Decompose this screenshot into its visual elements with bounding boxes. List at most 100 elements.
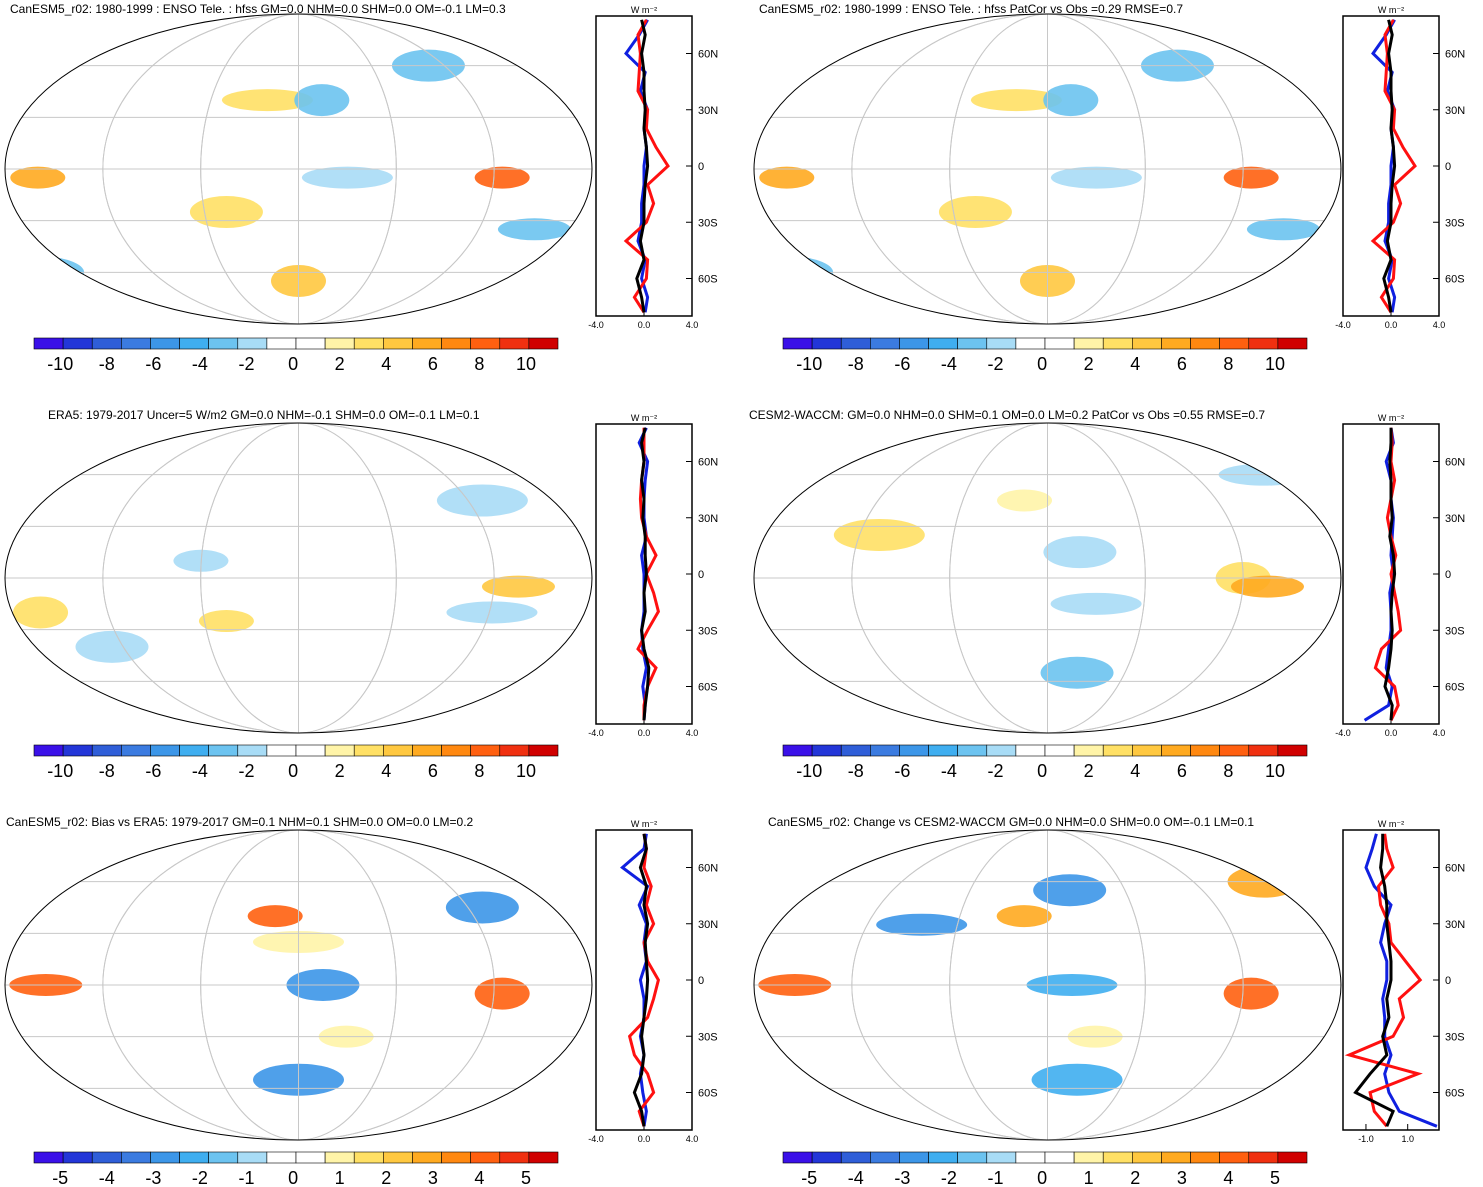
colorbar-swatch xyxy=(811,744,842,757)
colorbar-swatch xyxy=(1161,744,1191,757)
colorbar-label: 4 xyxy=(1130,761,1140,781)
panel-title: CanESM5_r02: Bias vs ERA5: 1979-2017 GM=… xyxy=(6,815,474,829)
colorbar-label: 6 xyxy=(1177,761,1187,781)
field-feature xyxy=(445,891,519,924)
colorbar-label: -4 xyxy=(99,1168,115,1187)
zonal-x-label: -4.0 xyxy=(1335,728,1351,738)
field-feature xyxy=(5,256,85,289)
colorbar-swatch xyxy=(899,1151,929,1164)
zonal-x-label: 0.0 xyxy=(638,1134,651,1144)
colorbar-swatch xyxy=(237,1151,268,1164)
map-panel-1 xyxy=(4,13,593,325)
colorbar-swatch xyxy=(179,337,209,350)
colorbar-label: -2 xyxy=(988,354,1004,374)
colorbar-swatch xyxy=(1277,337,1308,350)
colorbar-swatch xyxy=(441,744,471,757)
colorbar-swatch xyxy=(208,337,239,350)
colorbar-swatch xyxy=(470,744,501,757)
colorbar-swatch xyxy=(499,744,530,757)
colorbar-swatch xyxy=(1248,337,1279,350)
zonal-lat-label: 60N xyxy=(698,49,718,61)
zonal-series-line xyxy=(627,833,661,1127)
zonal-x-label: -4.0 xyxy=(588,728,604,738)
colorbar-label: -3 xyxy=(145,1168,161,1187)
zonal-lat-label: 0 xyxy=(698,569,704,581)
zonal-lat-label: 30S xyxy=(698,1031,718,1043)
colorbar-swatch xyxy=(33,337,64,350)
zonal-panel-1: W m⁻² 60N 30N 0 30S 60S -4.0 0.0 4.0 xyxy=(588,5,718,330)
colorbar-swatch xyxy=(986,1151,1017,1164)
colorbar-label: 5 xyxy=(521,1168,531,1187)
colorbar-label: 2 xyxy=(1130,1168,1140,1187)
colorbar-label: 0 xyxy=(1037,1168,1047,1187)
colorbar-label: -10 xyxy=(796,761,822,781)
colorbar-label: -10 xyxy=(47,761,73,781)
colorbar-swatch xyxy=(179,1151,209,1164)
field-feature xyxy=(754,256,834,289)
zonal-series-line xyxy=(635,19,650,313)
zonal-x-label: 0.0 xyxy=(638,320,651,330)
colorbar-swatch xyxy=(441,337,471,350)
zonal-series-line xyxy=(640,427,651,721)
zonal-series-line xyxy=(637,427,650,721)
field-feature xyxy=(1043,536,1117,569)
colorbar-swatch xyxy=(295,1151,326,1164)
colorbar-swatch xyxy=(91,337,122,350)
field-feature xyxy=(222,489,314,512)
colorbar-label: 2 xyxy=(1084,761,1094,781)
map-panel-2 xyxy=(753,13,1342,325)
zonal-series-line xyxy=(1364,833,1438,1128)
colorbar-label: 2 xyxy=(335,354,345,374)
colorbar-swatch xyxy=(383,1151,413,1164)
colorbar-label: 2 xyxy=(1084,354,1094,374)
colorbar-swatch xyxy=(1102,1151,1133,1164)
colorbar-label: 8 xyxy=(1223,761,1233,781)
colorbar-swatch xyxy=(870,1151,900,1164)
colorbar-label: -8 xyxy=(99,761,115,781)
field-feature xyxy=(1050,592,1142,615)
longitude-gridline xyxy=(102,423,495,733)
colorbar-label: 4 xyxy=(474,1168,484,1187)
colorbar-label: -2 xyxy=(239,354,255,374)
colorbar-swatch xyxy=(840,1151,871,1164)
colorbar-label: 10 xyxy=(516,354,536,374)
field-feature xyxy=(13,596,69,629)
colorbar-swatch xyxy=(899,337,929,350)
colorbar-label: -4 xyxy=(192,761,208,781)
colorbar-label: -8 xyxy=(99,354,115,374)
colorbar-2: -10 -8 -6 -4 -2 0 2 4 6 8 10 xyxy=(782,337,1308,374)
colorbar-swatch xyxy=(957,337,988,350)
colorbar-label: -4 xyxy=(192,354,208,374)
zonal-series-line xyxy=(1353,833,1396,1127)
colorbar-label: 2 xyxy=(381,1168,391,1187)
zonal-lat-label: 60N xyxy=(698,863,718,875)
colorbar-label: 10 xyxy=(516,761,536,781)
colorbar-label: -6 xyxy=(894,354,910,374)
map-border xyxy=(753,829,1342,1141)
zonal-unit-label: W m⁻² xyxy=(631,5,657,15)
colorbar-4: -10 -8 -6 -4 -2 0 2 4 6 8 10 xyxy=(782,744,1308,781)
panel-title: ERA5: 1979-2017 Uncer=5 W/m2 GM=0.0 NHM=… xyxy=(48,408,480,422)
colorbar-label: 6 xyxy=(1177,354,1187,374)
zonal-panel-3: W m⁻² 60N 30N 0 30S 60S -4.0 0.0 4.0 xyxy=(588,413,718,738)
colorbar-swatch xyxy=(1102,744,1133,757)
colorbar-swatch xyxy=(782,337,813,350)
field-feature xyxy=(1246,218,1320,241)
colorbar-swatch xyxy=(383,337,413,350)
colorbar-swatch xyxy=(928,744,958,757)
panel-title: CESM2-WACCM: GM=0.0 NHM=0.0 SHM=0.1 OM=0… xyxy=(749,408,1266,422)
longitude-gridline xyxy=(200,423,397,733)
colorbar-label: 0 xyxy=(288,354,298,374)
map-border xyxy=(753,422,1342,734)
colorbar-swatch xyxy=(811,337,842,350)
colorbar-swatch xyxy=(957,744,988,757)
colorbar-swatch xyxy=(1219,1151,1250,1164)
map-panel-5 xyxy=(4,829,593,1141)
colorbar-swatch xyxy=(1132,1151,1162,1164)
zonal-lat-label: 30S xyxy=(698,217,718,229)
map-panel-6 xyxy=(753,829,1342,1141)
colorbar-swatch xyxy=(1044,337,1075,350)
colorbar-swatch xyxy=(470,337,501,350)
colorbar-label: 4 xyxy=(1223,1168,1233,1187)
colorbar-swatch xyxy=(1044,1151,1075,1164)
